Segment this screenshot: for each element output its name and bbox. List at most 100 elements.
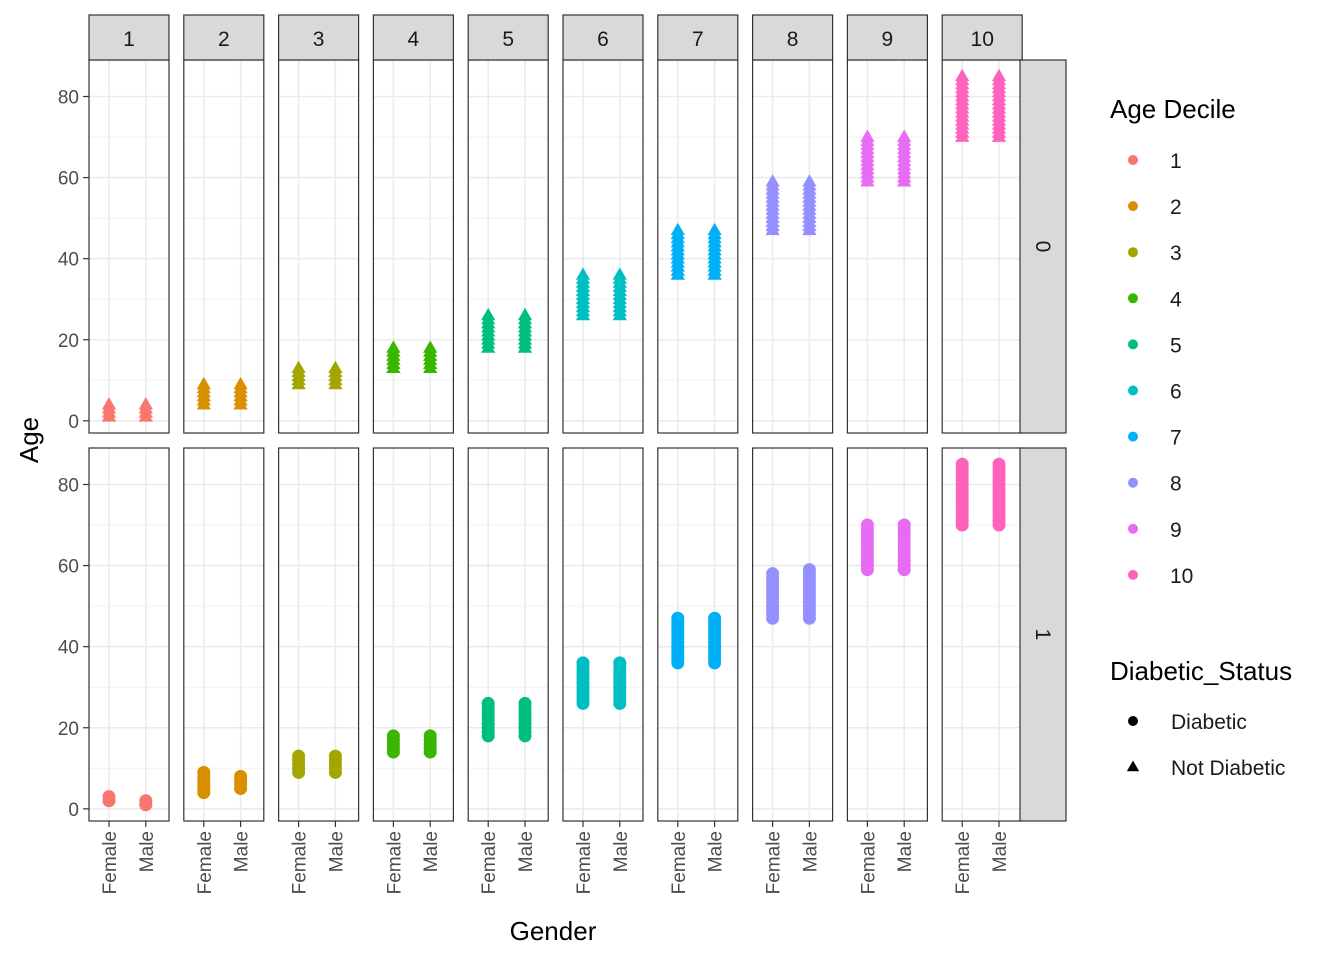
legend: Age Decile 1 2 3 4 5 6 7 8 9 10 Diabetic_Status D… bbox=[1110, 94, 1292, 780]
data-point-diabetic bbox=[766, 567, 780, 581]
panel-background bbox=[942, 448, 1023, 821]
facet-panel bbox=[751, 447, 834, 822]
data-point-not-diabetic bbox=[765, 174, 780, 187]
data-point-diabetic bbox=[897, 518, 911, 532]
facet-strip-row bbox=[1019, 447, 1067, 822]
legend-color-key bbox=[1128, 385, 1138, 396]
data-point-diabetic bbox=[197, 765, 211, 779]
facet-panel bbox=[467, 59, 549, 434]
facet-strip-col-label: 3 bbox=[313, 28, 325, 51]
panels-layer bbox=[88, 59, 1023, 822]
data-point-diabetic bbox=[671, 611, 685, 625]
legend-color-entries: 1 2 3 4 5 6 7 8 9 10 bbox=[1128, 150, 1193, 588]
facet-strip-col bbox=[751, 14, 834, 61]
panel-border bbox=[467, 447, 549, 822]
data-point-not-diabetic bbox=[101, 397, 117, 410]
data-point-diabetic bbox=[708, 611, 722, 625]
legend-color-key bbox=[1128, 155, 1138, 165]
facet-strip-col bbox=[467, 14, 549, 61]
facet-panel bbox=[88, 59, 170, 434]
panel-background bbox=[752, 448, 833, 821]
x-tick-label: Female bbox=[574, 831, 595, 894]
facet-panel bbox=[467, 447, 549, 822]
data-point-not-diabetic bbox=[575, 267, 591, 280]
facet-strip-col bbox=[88, 14, 170, 61]
data-point-not-diabetic bbox=[328, 360, 343, 374]
x-tick-label: Male bbox=[611, 831, 632, 872]
legend-shape-entries: Diabetic Not Diabetic bbox=[1126, 711, 1285, 780]
x-tick-label: Female bbox=[858, 831, 879, 894]
panel-border bbox=[88, 447, 170, 822]
facet-strip-col bbox=[657, 14, 739, 61]
x-axis-title: Gender bbox=[510, 916, 597, 946]
x-tick-label: Female bbox=[953, 831, 974, 894]
facet-panel bbox=[562, 447, 644, 822]
y-tick-label: 40 bbox=[58, 250, 79, 271]
y-tick-label: 60 bbox=[58, 169, 79, 190]
facet-strip-row bbox=[1019, 59, 1067, 434]
facet-strip-col-label: 4 bbox=[408, 28, 420, 51]
facet-strip-col bbox=[941, 14, 1023, 61]
legend-shape-key bbox=[1128, 716, 1138, 726]
panel-border bbox=[751, 447, 834, 822]
facet-panel bbox=[941, 447, 1023, 822]
x-tick-label: Female bbox=[290, 831, 311, 894]
panel-background bbox=[563, 448, 643, 821]
panel-border bbox=[183, 447, 265, 822]
facet-panel bbox=[657, 447, 739, 822]
legend-color-key bbox=[1128, 477, 1138, 488]
data-point-not-diabetic bbox=[138, 397, 153, 410]
legend-color-title: Age Decile bbox=[1110, 94, 1236, 124]
facet-panel bbox=[751, 59, 834, 434]
legend-color-label: 10 bbox=[1170, 565, 1193, 588]
data-point-not-diabetic bbox=[233, 376, 248, 390]
facet-strip-row-label: 0 bbox=[1031, 241, 1054, 253]
legend-shape-label: Not Diabetic bbox=[1171, 757, 1285, 780]
data-point-not-diabetic bbox=[802, 174, 817, 187]
facet-strip-col bbox=[278, 14, 360, 61]
facet-panel bbox=[278, 447, 360, 822]
facet-panel bbox=[372, 447, 454, 822]
data-point-diabetic bbox=[292, 749, 306, 763]
panel-border bbox=[562, 447, 644, 822]
y-tick-label: 80 bbox=[58, 87, 79, 108]
facet-strip-col bbox=[183, 14, 265, 61]
legend-color-key bbox=[1128, 339, 1138, 350]
facet-strip-col-label: 10 bbox=[971, 28, 994, 51]
data-point-not-diabetic bbox=[955, 68, 970, 82]
data-point-diabetic bbox=[613, 656, 627, 670]
legend-color-label: 2 bbox=[1170, 196, 1182, 219]
x-tick-label: Male bbox=[895, 831, 916, 872]
panel-background bbox=[468, 448, 549, 821]
panel-background bbox=[373, 60, 454, 433]
panel-background bbox=[183, 60, 264, 433]
x-tick-label: Female bbox=[764, 831, 785, 894]
legend-color-key bbox=[1128, 201, 1138, 212]
facet-strip-col bbox=[372, 14, 454, 61]
legend-color-key bbox=[1128, 247, 1138, 258]
facet-panel bbox=[846, 447, 929, 822]
data-point-not-diabetic bbox=[897, 129, 912, 142]
data-point-diabetic bbox=[802, 563, 816, 577]
data-point-not-diabetic bbox=[423, 340, 438, 353]
panel-background bbox=[847, 60, 928, 433]
data-point-not-diabetic bbox=[612, 267, 627, 280]
legend-shape-title: Diabetic_Status bbox=[1110, 656, 1292, 686]
data-point-diabetic bbox=[518, 696, 532, 710]
data-point-diabetic bbox=[328, 749, 342, 763]
data-point-diabetic bbox=[992, 457, 1006, 471]
facet-strips-layer: 1 2 3 4 5 6 7 8 9 10 0 1 bbox=[88, 14, 1067, 822]
data-point-diabetic bbox=[423, 729, 437, 743]
legend-color-key bbox=[1128, 293, 1138, 304]
legend-color-key bbox=[1128, 569, 1138, 580]
x-tick-label: Female bbox=[384, 831, 405, 894]
data-point-diabetic bbox=[102, 790, 116, 804]
facet-strip-col-label: 2 bbox=[218, 28, 230, 51]
facet-panel bbox=[846, 59, 929, 434]
legend-color-label: 4 bbox=[1170, 288, 1182, 311]
legend-shape-label: Diabetic bbox=[1171, 711, 1247, 734]
y-axis-title: Age bbox=[14, 417, 44, 463]
legend-color-label: 9 bbox=[1170, 519, 1182, 542]
